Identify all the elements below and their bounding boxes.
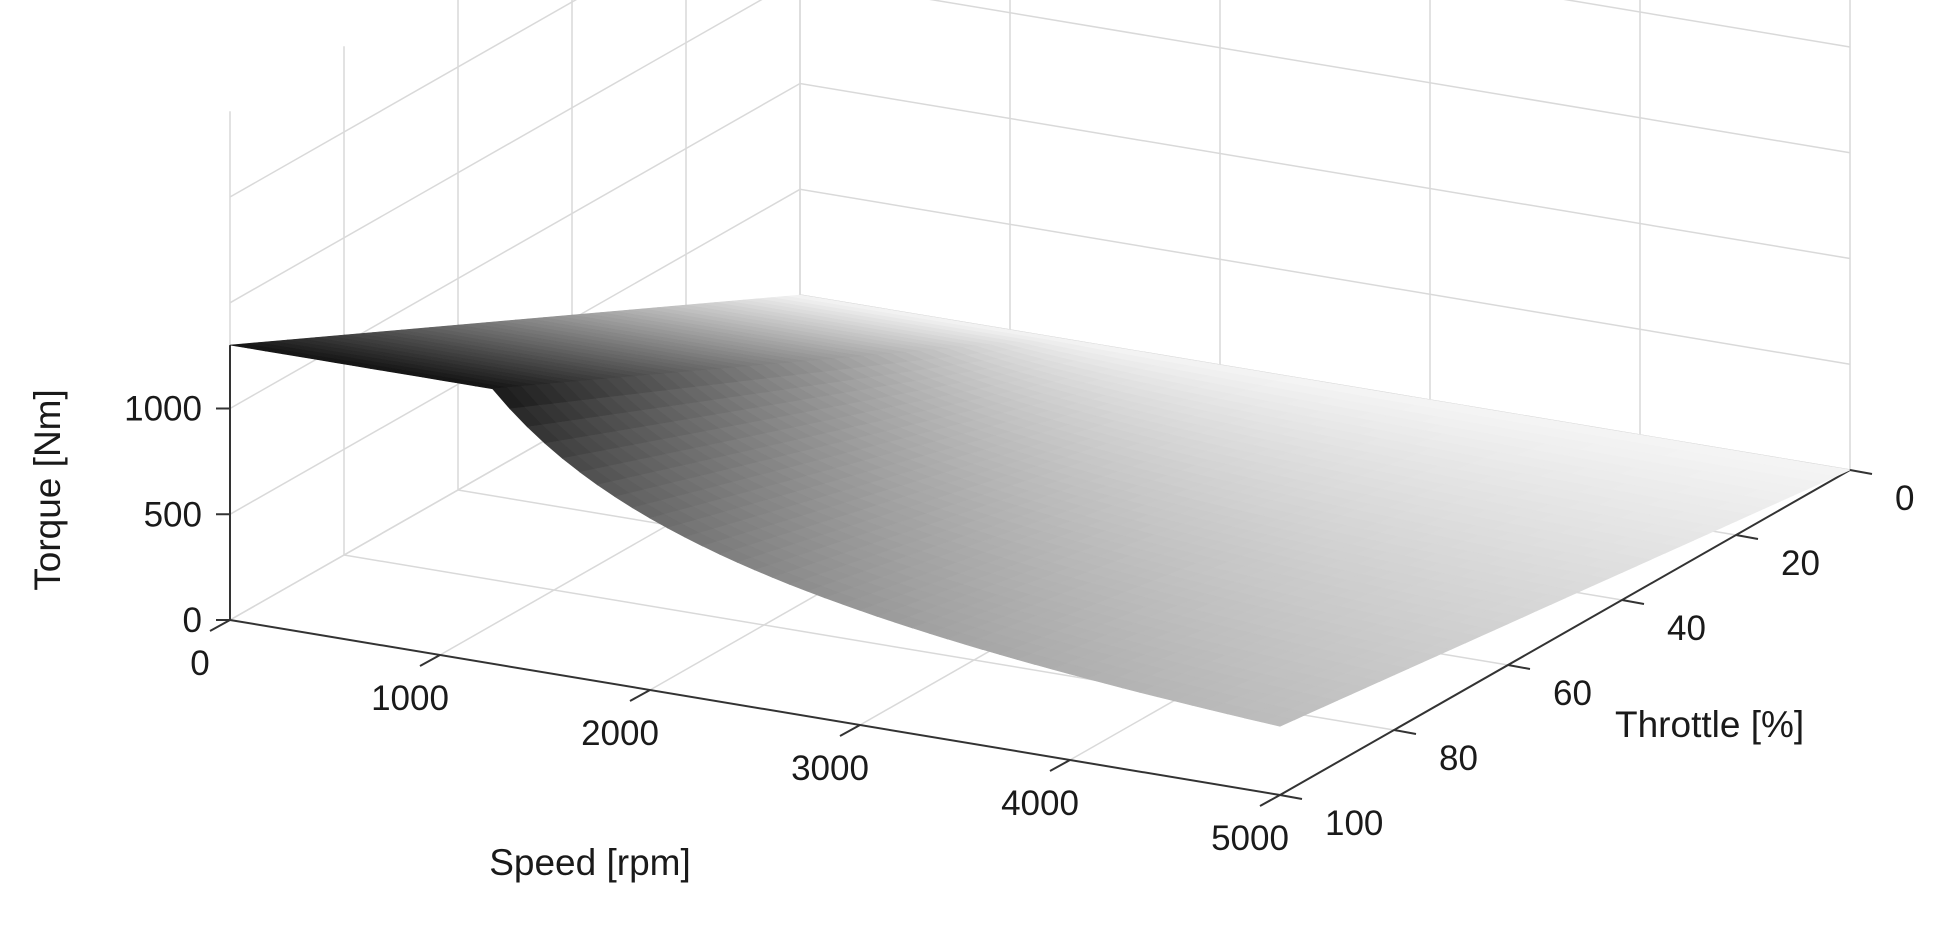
y-tick xyxy=(1849,469,1873,475)
torque-surface xyxy=(229,294,1852,727)
y-tick-label: 40 xyxy=(1667,609,1706,648)
x-tick xyxy=(209,619,231,632)
grid-line xyxy=(229,82,1851,410)
y-tick xyxy=(1507,664,1531,670)
surface-patch xyxy=(1261,715,1296,727)
z-axis-label: Torque [Nm] xyxy=(27,389,68,591)
x-tick-label: 1000 xyxy=(371,679,449,718)
x-tick xyxy=(1049,759,1071,772)
x-tick-label: 5000 xyxy=(1211,819,1289,858)
y-tick xyxy=(1735,534,1759,540)
x-tick xyxy=(839,724,861,737)
y-tick xyxy=(1393,729,1417,735)
x-tick-label: 4000 xyxy=(1001,784,1079,823)
x-tick-label: 0 xyxy=(190,644,209,683)
y-tick-label: 100 xyxy=(1325,804,1383,843)
z-tick-label: 1000 xyxy=(124,390,202,429)
grid-line xyxy=(229,188,1851,515)
x-tick xyxy=(419,654,441,667)
tick-labels: 0100020003000400050000204060801000500100… xyxy=(124,390,1914,859)
x-tick-label: 3000 xyxy=(791,749,869,788)
y-axis-label: Throttle [%] xyxy=(1615,704,1804,745)
x-tick xyxy=(629,689,651,702)
y-tick-label: 0 xyxy=(1895,479,1914,518)
x-axis-label: Speed [rpm] xyxy=(489,842,691,883)
x-axis-line xyxy=(229,619,1281,796)
x-tick xyxy=(1259,794,1281,807)
y-axis-line xyxy=(1279,469,1851,796)
y-tick-label: 80 xyxy=(1439,739,1478,778)
axes xyxy=(229,345,1851,796)
z-tick-label: 0 xyxy=(183,601,202,640)
y-tick xyxy=(1279,794,1303,800)
grid-line xyxy=(229,0,1851,304)
z-tick-label: 500 xyxy=(144,495,202,534)
y-tick-label: 20 xyxy=(1781,544,1820,583)
x-tick-label: 2000 xyxy=(581,714,659,753)
y-tick-label: 60 xyxy=(1553,674,1592,713)
y-tick xyxy=(1621,599,1645,605)
grid-line xyxy=(229,0,1851,198)
